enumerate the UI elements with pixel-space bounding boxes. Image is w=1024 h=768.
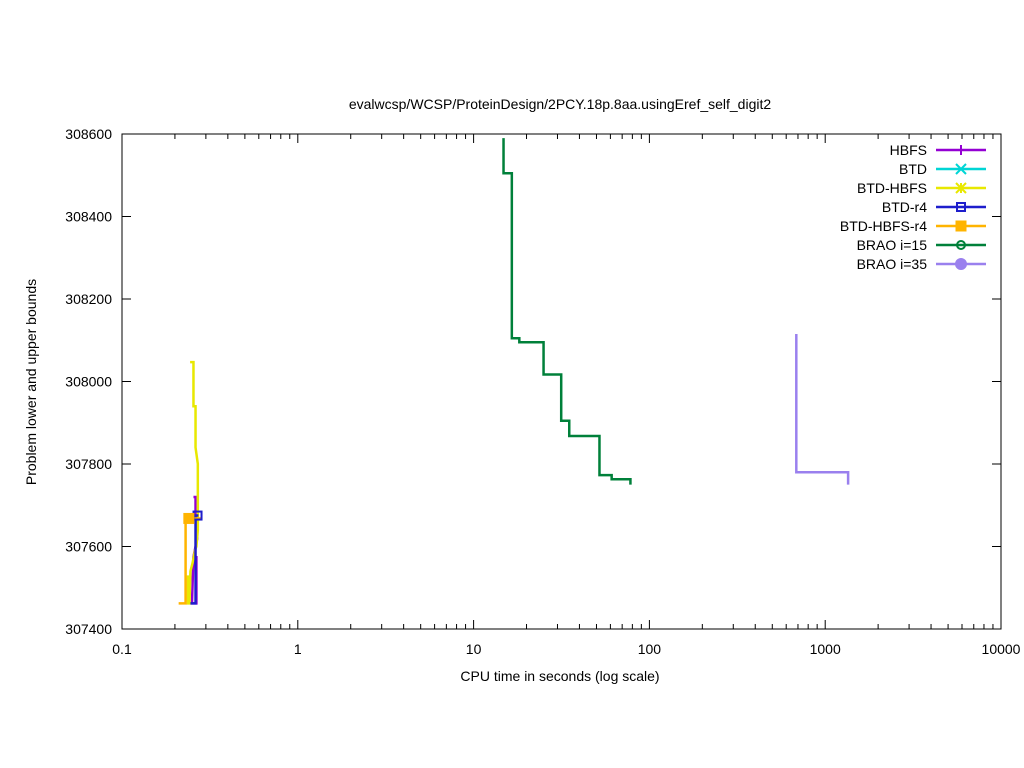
- legend-label: BTD-HBFS: [857, 180, 927, 196]
- y-tick-label: 308600: [65, 126, 112, 142]
- x-tick-label: 0.1: [112, 641, 132, 657]
- y-tick-label: 308000: [65, 374, 112, 390]
- legend-marker: [955, 182, 967, 194]
- x-tick-label: 10000: [982, 641, 1021, 657]
- legend-label: BTD-HBFS-r4: [840, 218, 927, 234]
- series-line-3: [186, 360, 200, 605]
- x-tick-label: 1000: [810, 641, 841, 657]
- legend-label: BTD-r4: [882, 199, 927, 215]
- y-tick-label: 307400: [65, 621, 112, 637]
- series-marker-btd-hbfs-r4: [183, 512, 195, 524]
- legend-marker: [955, 163, 967, 175]
- y-tick-label: 307600: [65, 539, 112, 555]
- legend-label: BRAO i=35: [857, 256, 928, 272]
- legend: HBFS BTD BTD-HBFS BTD-r4 BTD-HBFS-r4 BRAO i=1…: [840, 142, 986, 272]
- legend-marker: [955, 220, 967, 232]
- chart-title: evalwcsp/WCSP/ProteinDesign/2PCY.18p.8aa…: [349, 96, 772, 112]
- plot-frame: [121, 133, 1002, 630]
- y-tick-label: 308200: [65, 291, 112, 307]
- legend-marker: [956, 240, 966, 250]
- x-tick-label: 10: [466, 641, 482, 657]
- x-tick-label: 1: [294, 641, 302, 657]
- series-layer: [178, 138, 850, 605]
- y-tick-label: 308400: [65, 209, 112, 225]
- legend-label: BRAO i=15: [857, 237, 928, 253]
- legend-label: HBFS: [890, 142, 927, 158]
- x-tick-label: 100: [638, 641, 662, 657]
- legend-marker: [956, 145, 966, 155]
- series-line-7: [795, 334, 850, 485]
- legend-label: BTD: [899, 161, 927, 177]
- x-axis-title: CPU time in seconds (log scale): [460, 668, 659, 684]
- series-line-6: [502, 138, 632, 485]
- y-tick-label: 307800: [65, 456, 112, 472]
- legend-marker: [955, 258, 967, 270]
- series-line-4: [190, 514, 199, 605]
- y-axis-title: Problem lower and upper bounds: [23, 279, 39, 485]
- legend-marker: [956, 202, 966, 212]
